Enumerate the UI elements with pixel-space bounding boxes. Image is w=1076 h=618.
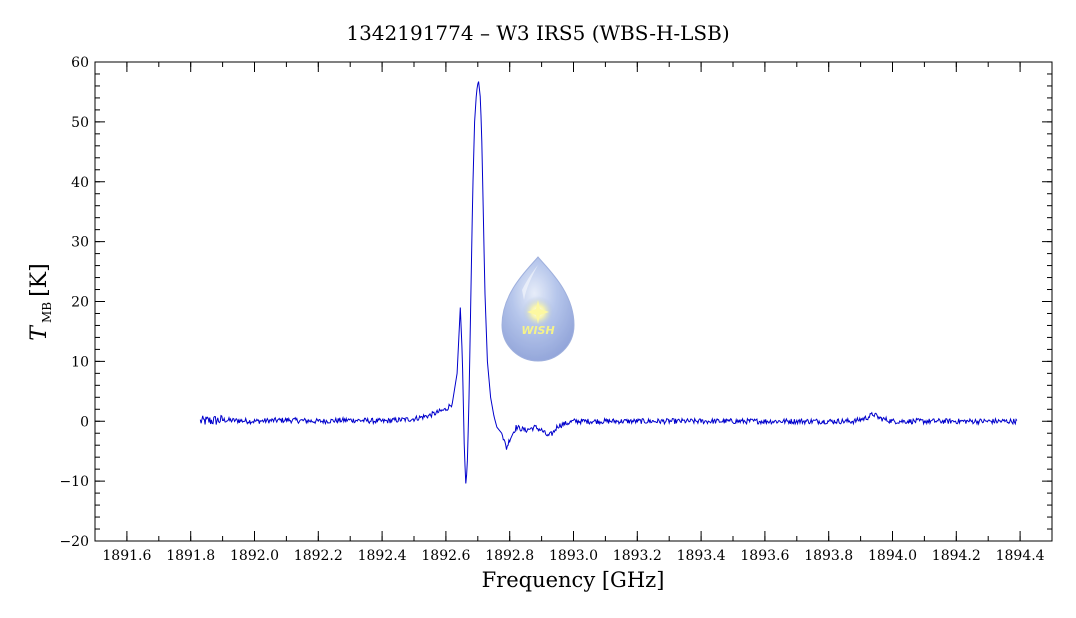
x-tick-label: 1893.4	[677, 548, 726, 564]
y-axis-unit: [K]	[27, 263, 52, 297]
y-tick-label: 50	[71, 115, 89, 131]
x-tick-label: 1891.8	[166, 548, 215, 564]
x-axis-label: Frequency [GHz]	[482, 568, 665, 592]
x-tick-label: 1892.6	[421, 548, 470, 564]
x-axis: 1891.6 1891.8 1892.0 1892.2 1892.4 1892.6 1892…	[94, 62, 1053, 564]
wish-logo-icon: WISH	[501, 256, 575, 362]
y-tick-label: 10	[71, 354, 89, 370]
y-axis-label: TMB [K]	[27, 263, 54, 340]
logo-text: WISH	[521, 324, 554, 337]
x-tick-label: 1893.0	[549, 548, 598, 564]
plot-frame	[94, 61, 1053, 542]
x-tick-label: 1893.8	[804, 548, 853, 564]
x-tick-label: 1893.2	[613, 548, 662, 564]
x-tick-label: 1892.8	[485, 548, 534, 564]
y-tick-label: −20	[59, 534, 89, 550]
y-tick-label: 40	[71, 175, 89, 191]
x-tick-label: 1894.2	[932, 548, 981, 564]
y-axis: −20 −10 0 10 20 30 40 50 60	[59, 55, 1052, 550]
y-axis-symbol: T	[27, 324, 52, 341]
x-tick-label: 1891.6	[102, 548, 151, 564]
y-axis-subscript: MB	[40, 302, 54, 323]
y-tick-label: 20	[71, 295, 89, 311]
y-tick-label: 60	[71, 55, 89, 71]
x-tick-label: 1894.4	[996, 548, 1045, 564]
spectrum-line	[199, 81, 1018, 484]
series-layer	[199, 81, 1018, 484]
x-tick-label: 1892.4	[358, 548, 407, 564]
y-tick-label: 0	[80, 414, 89, 430]
x-tick-label: 1893.6	[740, 548, 789, 564]
x-tick-label: 1892.0	[230, 548, 279, 564]
y-tick-label: −10	[59, 474, 89, 490]
x-tick-label: 1894.0	[868, 548, 917, 564]
chart-title: 1342191774 – W3 IRS5 (WBS-H-LSB)	[346, 21, 729, 45]
y-tick-label: 30	[71, 235, 89, 251]
x-tick-label: 1892.2	[294, 548, 343, 564]
